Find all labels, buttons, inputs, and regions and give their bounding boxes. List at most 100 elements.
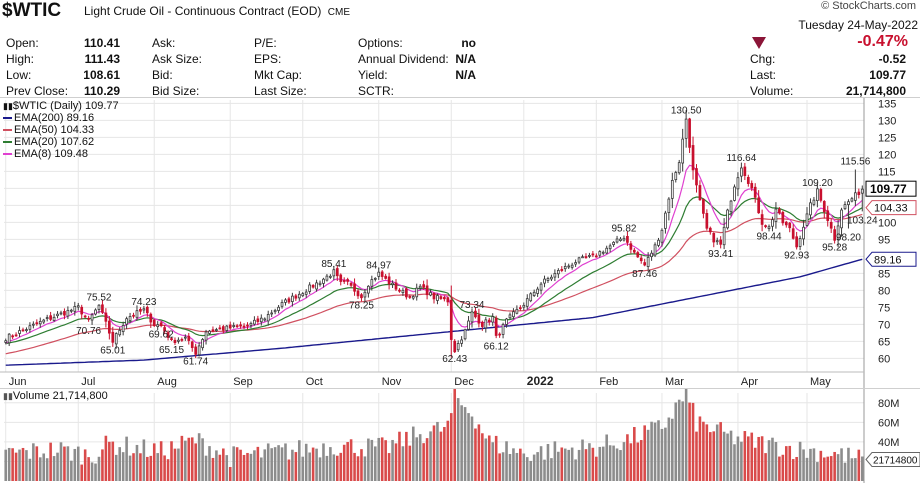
candle-body [522,304,526,308]
volume-bar [425,438,429,481]
volume-bar [795,456,798,481]
candle-body [857,191,861,196]
candle-body [646,256,650,267]
last-price-label: 109.77 [870,182,907,196]
candle-body [11,335,14,338]
candle-body [667,198,671,213]
candle-body [190,341,194,348]
volume-bar [298,440,301,481]
volume-bar [840,448,843,481]
candle-body [308,284,312,292]
quote-value: no [461,36,476,50]
volume-bar [812,448,816,481]
volume-bar [494,435,498,481]
volume-bar [42,453,46,481]
candle-body [698,185,702,201]
candle-body [822,201,826,213]
volume-bar [633,427,636,481]
candle-body [584,256,588,259]
price-annotation: 61.74 [183,356,208,367]
volume-bar [449,413,453,481]
legend-price: ▮▮$WTIC (Daily) 109.77 [3,100,119,112]
candle-body [463,329,467,340]
candle-body [784,221,788,226]
volume-bar [805,457,809,481]
candle-body [49,315,52,320]
candle-body [4,340,8,343]
volume-bar [453,389,457,481]
candle-body [25,329,28,331]
legend-ema8: EMA(8) 109.48 [3,148,119,160]
candle-body [487,319,491,323]
volume-bar [698,416,702,481]
volume-bar [270,448,273,481]
candle-body [791,228,795,239]
volume-bar [315,448,318,481]
candle-body [805,213,809,226]
price-annotation: 65.01 [100,345,125,356]
price-annotation: 69.62 [149,330,174,341]
candle-body [708,227,712,233]
price-chart[interactable]: 6065707580859095100105110115120125130135… [0,98,920,388]
price-annotation: 66.12 [484,342,509,353]
volume-bar [146,456,149,481]
volume-bar [370,439,374,481]
volume-bar [709,432,712,481]
price-annotation: 130.50 [671,106,702,117]
candle-body [601,251,605,254]
volume-bar [52,456,56,481]
volume-bar [204,455,208,481]
candle-body [87,317,90,320]
volume-bar [860,456,864,481]
x-tick-label: Jun [9,376,27,388]
candle-body [391,282,394,285]
volume-bar [733,444,736,481]
candle-body [536,288,539,294]
candle-body [722,226,726,246]
candle-body [263,318,267,321]
volume-legend: ▮▮Volume 21,714,800 [3,390,108,402]
volume-bar [280,447,284,481]
candle-body [840,209,843,229]
volume-bar [788,445,792,481]
volume-bar [605,434,608,481]
volume-bar [688,402,691,481]
candle-body [21,329,25,332]
candle-body [443,297,446,300]
candle-body [632,249,636,253]
candle-body [259,317,263,323]
volume-bar [225,455,229,481]
volume-bar [187,437,191,481]
candle-body [422,284,425,288]
stockcharts-logo[interactable]: © StockCharts.com [821,0,916,12]
volume-bar [767,440,771,481]
quote-label: High: [6,52,35,66]
candle-body [757,197,761,214]
candle-body [187,335,191,341]
volume-chart[interactable]: 20M40M60M80M21714800 [0,389,920,483]
volume-bar [802,449,805,481]
price-annotation: 103.24 [847,215,878,226]
volume-bar [677,399,681,481]
candle-body [291,295,294,302]
candle-body [304,291,308,295]
volume-bar [629,443,633,481]
volume-bar [277,445,280,481]
candle-body [80,306,84,315]
exchange-code: CME [327,7,351,18]
candle-body [83,315,87,318]
candle-body [177,339,180,342]
volume-bar [32,443,35,481]
candle-body [594,255,598,258]
candle-body [477,314,481,324]
candle-body [315,282,318,290]
candle-body [349,282,353,286]
volume-bar [505,441,508,481]
candle-body [170,338,173,341]
x-tick-label: Feb [599,376,618,388]
y-tick-label: 135 [878,98,896,110]
volume-bar [108,441,111,481]
candle-body [56,313,59,317]
volume-bar [470,416,474,481]
volume-bar [778,456,781,481]
